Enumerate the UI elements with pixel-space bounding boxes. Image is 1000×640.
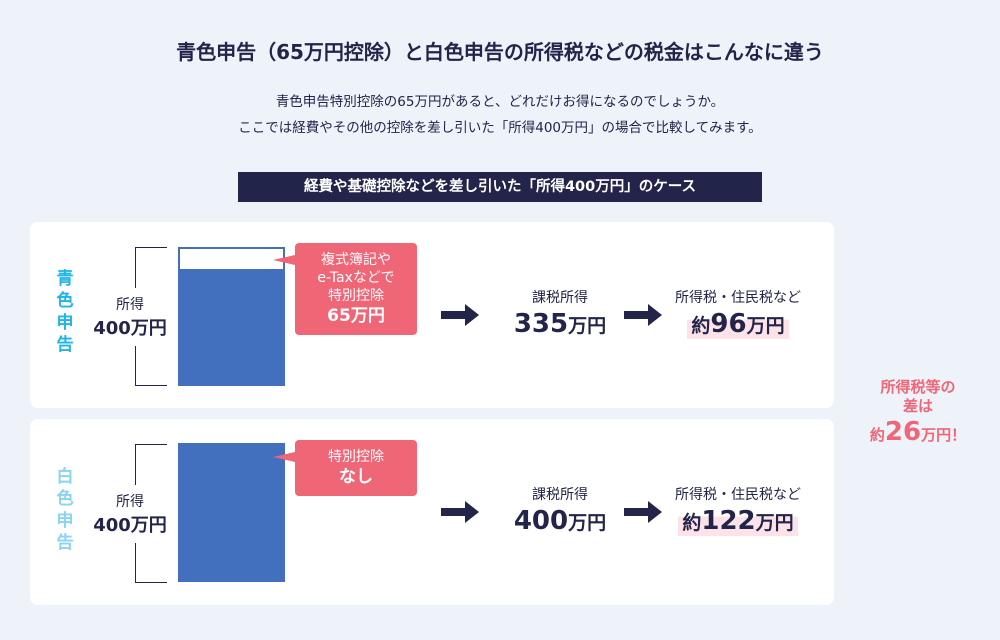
case-banner: 経費や基礎控除などを差し引いた「所得400万円」のケース <box>238 172 762 202</box>
tax-unit: 万円 <box>746 315 785 337</box>
callout-line: 特別控除 <box>328 449 384 465</box>
tax-num: 122 <box>701 506 756 536</box>
arrow-right-icon <box>441 304 479 326</box>
tax-prefix: 約 <box>682 512 702 534</box>
difference-suffix: 万円！ <box>921 426 967 444</box>
shiro-taxable: 課税所得 400万円 <box>490 484 630 540</box>
aoiro-callout: 複式簿記や e-Taxなどで 特別控除 65万円 <box>273 243 417 335</box>
taxable-num: 400 <box>513 506 569 536</box>
difference-note: 所得税等の 差は 約26万円！ <box>845 378 991 448</box>
subtitle-line-1: 青色申告特別控除の65万円があると、どれだけお得になるのでしょうか。 <box>275 94 725 110</box>
tax-unit: 万円 <box>755 512 794 534</box>
taxable-label: 課税所得 <box>532 290 588 306</box>
shiro-income: 所得 400万円 <box>85 485 175 543</box>
difference-prefix: 約 <box>869 426 885 444</box>
aoiro-income-bar <box>178 247 285 386</box>
callout-line: 複式簿記や <box>321 252 391 268</box>
difference-line1: 所得税等の <box>880 378 956 396</box>
shiro-income-bar <box>178 443 285 582</box>
callout-amount: 65万円 <box>327 306 385 326</box>
difference-line2: 差は <box>902 397 933 415</box>
tax-num: 96 <box>710 309 747 339</box>
aoiro-label: 青色申告 <box>56 269 74 355</box>
income-value: 400万円 <box>93 318 167 339</box>
income-label: 所得 <box>116 494 144 510</box>
callout-line: 特別控除 <box>328 288 384 304</box>
income-label: 所得 <box>116 297 144 313</box>
arrow-right-icon <box>624 501 662 523</box>
subtitle-line-2: ここでは経費やその他の控除を差し引いた「所得400万円」の場合で比較してみます。 <box>238 120 762 136</box>
tax-label: 所得税・住民税など <box>675 487 801 503</box>
callout-line: e-Taxなどで <box>317 270 395 286</box>
taxable-unit: 万円 <box>568 315 607 337</box>
taxable-num: 335 <box>513 309 569 339</box>
deduction-segment <box>180 249 283 269</box>
tax-label: 所得税・住民税など <box>675 290 801 306</box>
income-value: 400万円 <box>93 515 167 536</box>
callout-amount: なし <box>339 467 373 487</box>
arrow-right-icon <box>441 501 479 523</box>
taxable-label: 課税所得 <box>532 487 588 503</box>
taxable-unit: 万円 <box>568 512 607 534</box>
aoiro-tax: 所得税・住民税など 約96万円 <box>658 287 818 343</box>
page-title: 青色申告（65万円控除）と白色申告の所得税などの税金はこんなに違う <box>176 40 824 64</box>
shiro-callout: 特別控除 なし <box>273 440 417 496</box>
aoiro-income: 所得 400万円 <box>85 288 175 346</box>
arrow-right-icon <box>624 304 662 326</box>
tax-prefix: 約 <box>691 315 711 337</box>
aoiro-taxable: 課税所得 335万円 <box>490 287 630 343</box>
shiro-tax: 所得税・住民税など 約122万円 <box>658 484 818 540</box>
shiro-label: 白色申告 <box>56 467 74 553</box>
difference-num: 26 <box>884 417 922 447</box>
